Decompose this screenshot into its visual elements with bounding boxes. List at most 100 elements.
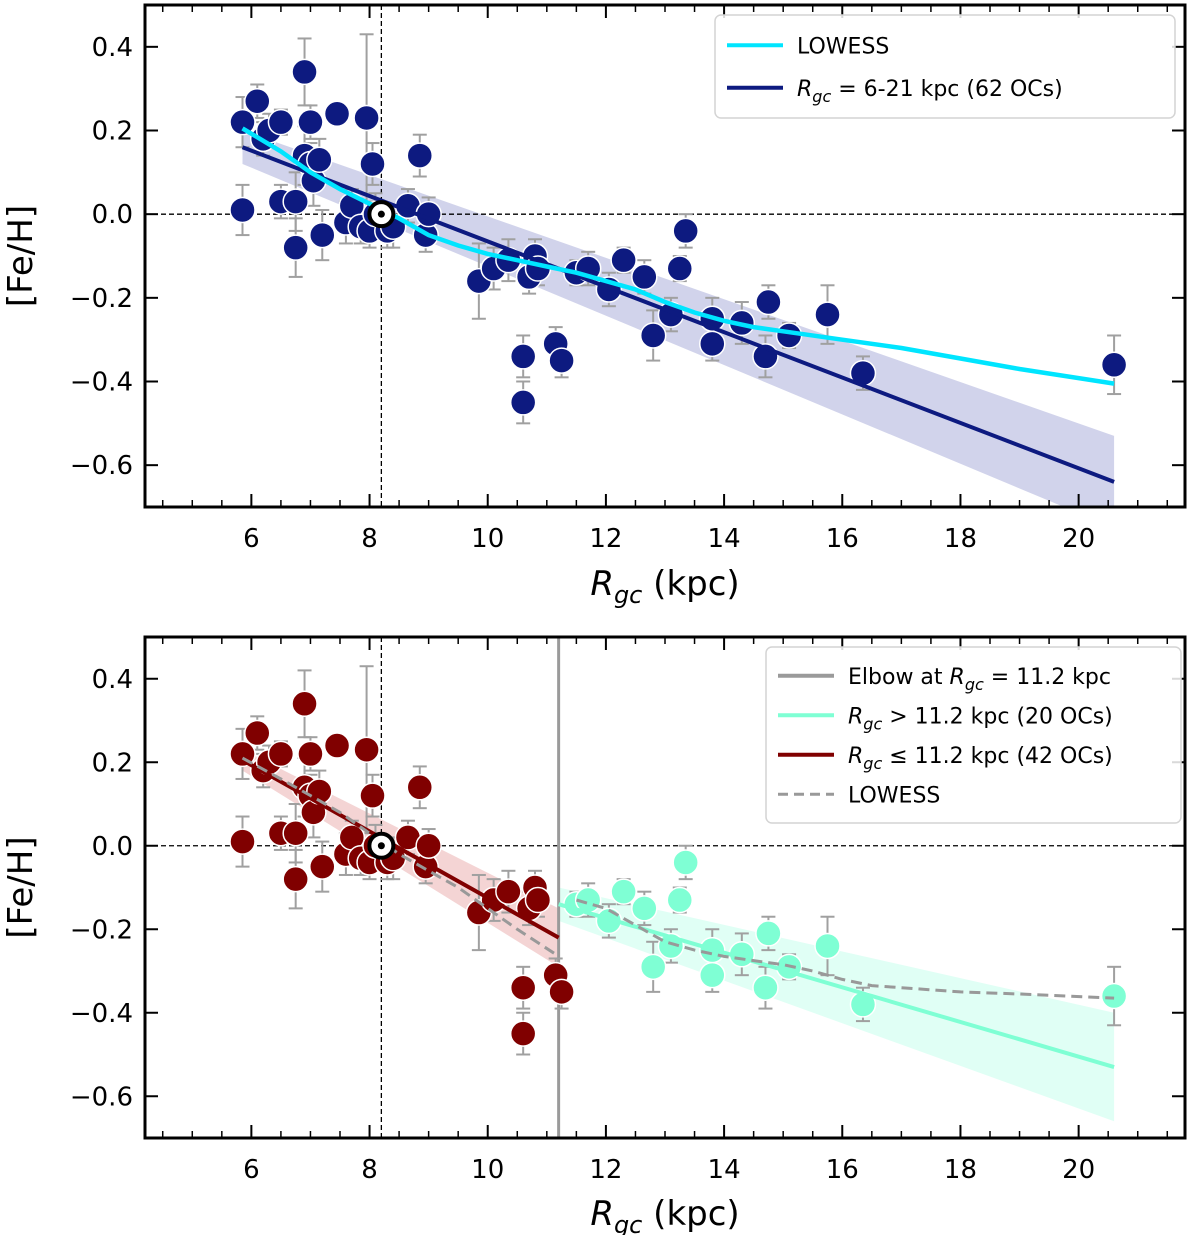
data-point (229, 196, 256, 224)
sun-marker-dot (377, 842, 385, 850)
y-tick-label: 0.2 (92, 748, 133, 778)
data-point (666, 255, 694, 282)
y-tick-label: −0.2 (70, 284, 133, 314)
bottom-panel: 6 8 10 12 14 16 18 20 0.4 0.2 0.0 −0.2 −0.4 −0.6 Rgc (… (1, 635, 1187, 1235)
data-point (291, 58, 318, 86)
data-point (353, 736, 380, 763)
data-point (699, 961, 726, 989)
legend: Elbow at Rgc = 11.2 kpc Rgc > 11.2 kpc (2… (765, 646, 1182, 824)
data-point (406, 774, 434, 801)
data-point (610, 878, 637, 905)
data-point (359, 150, 386, 178)
legend-label: Elbow at Rgc = 11.2 kpc (848, 665, 1111, 694)
plot-area (145, 637, 1185, 1138)
data-point (509, 1020, 537, 1047)
data-point (297, 740, 324, 768)
legend-label: Rgc ≤ 11.2 kpc (42 OCs) (848, 744, 1113, 773)
data-point (282, 234, 309, 261)
data-point (244, 87, 271, 115)
x-tick-label: 14 (708, 1155, 741, 1185)
data-point (406, 142, 434, 169)
data-point (814, 932, 841, 960)
x-tick-label: 18 (944, 1155, 977, 1185)
data-point (267, 108, 295, 136)
y-axis-label: [Fe/H] (1, 836, 41, 938)
data-point (814, 301, 841, 328)
data-point (359, 782, 386, 809)
x-tick-label: 8 (361, 1155, 378, 1185)
x-tick-label: 6 (243, 1155, 260, 1185)
data-point (1100, 351, 1128, 379)
legend: LOWESS Rgc = 6-21 kpc (62 OCs) (714, 14, 1176, 119)
x-tick-label: 12 (589, 524, 622, 554)
lowess-line (575, 898, 1115, 1000)
data-point (323, 732, 351, 759)
data-point (353, 104, 380, 132)
x-tick-label: 14 (708, 524, 741, 554)
data-point (306, 146, 333, 174)
y-tick-label: 0.4 (92, 665, 133, 695)
plot-area (145, 5, 1185, 507)
legend-box (765, 646, 1182, 824)
x-tick-label: 16 (826, 524, 859, 554)
x-tick-label: 10 (471, 1155, 504, 1185)
data-point (672, 217, 699, 245)
data-point (495, 878, 522, 905)
x-tick-label: 8 (361, 524, 378, 554)
data-point (282, 865, 309, 893)
y-tick-label: 0.2 (92, 117, 133, 147)
data-point (755, 288, 782, 316)
data-point (752, 974, 779, 1001)
data-point (639, 953, 667, 981)
data-point (639, 322, 667, 349)
x-tick-label: 10 (471, 524, 504, 554)
data-point (610, 246, 637, 274)
y-tick-label: −0.4 (70, 999, 133, 1029)
x-tick-label: 16 (826, 1155, 859, 1185)
y-tick-label: 0.0 (92, 200, 133, 230)
y-tick-label: 0.4 (92, 33, 133, 63)
x-axis-label: Rgc (kpc) (590, 1194, 739, 1235)
legend-label: Rgc > 11.2 kpc (20 OCs) (848, 704, 1113, 733)
data-point (267, 740, 295, 768)
x-tick-label: 18 (944, 524, 977, 554)
legend-box (714, 14, 1176, 119)
data-point (282, 819, 309, 847)
y-tick-label: −0.2 (70, 915, 133, 945)
x-axis-label: Rgc (kpc) (590, 564, 739, 609)
legend-label: Rgc = 6-21 kpc (62 OCs) (797, 77, 1063, 106)
confidence-band (558, 887, 1115, 1122)
data-point (244, 719, 271, 747)
x-tick-label: 20 (1062, 524, 1095, 554)
data-point (699, 330, 726, 358)
data-point (509, 343, 537, 370)
data-point (672, 849, 699, 876)
fit-line (241, 758, 560, 940)
data-point (291, 690, 318, 718)
top-panel: 6 8 10 12 14 16 18 20 0.4 0.2 0.0 −0.2 −0.4 −0.6 Rgc (… (1, 3, 1187, 609)
data-point (229, 108, 256, 136)
data-point (524, 886, 552, 914)
x-tick-label: 20 (1062, 1155, 1095, 1185)
fit-line (241, 145, 1115, 484)
data-point (631, 263, 658, 291)
y-tick-label: −0.6 (70, 451, 133, 481)
sun-marker-dot (377, 210, 385, 218)
y-tick-label: −0.6 (70, 1082, 133, 1112)
data-point (229, 828, 256, 855)
data-point (509, 974, 537, 1001)
data-point (755, 920, 782, 947)
lowess-line (241, 126, 1115, 386)
confidence-band (242, 130, 1115, 507)
y-axis-label: [Fe/H] (1, 205, 41, 307)
data-point (309, 221, 336, 249)
legend-label: LOWESS (848, 783, 940, 808)
data-point (509, 389, 537, 416)
y-tick-label: −0.4 (70, 368, 133, 398)
data-point (309, 853, 336, 880)
legend-label: LOWESS (797, 34, 889, 59)
data-point (1100, 982, 1128, 1010)
data-point (548, 978, 575, 1006)
data-point (415, 832, 442, 859)
